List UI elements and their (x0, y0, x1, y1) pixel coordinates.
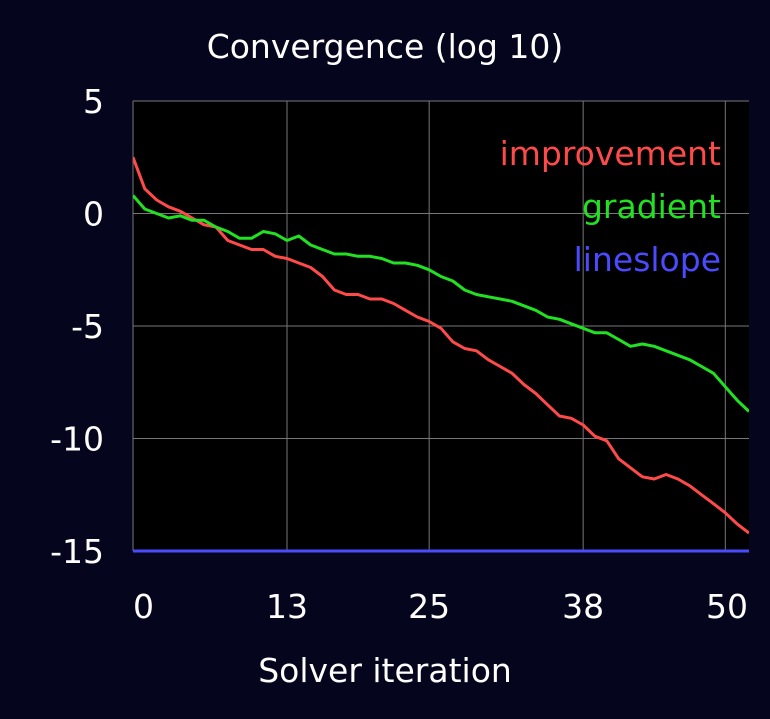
x-axis-label: Solver iteration (258, 651, 512, 690)
x-tick-label: 13 (266, 587, 308, 626)
tick-labels: 50-5-10-150 13 25 38 50 (50, 82, 748, 626)
y-tick-label: -10 (50, 420, 104, 459)
series-line-gradient (133, 194, 749, 413)
legend: improvement gradient lineslope (500, 134, 721, 279)
x-tick-label: 38 (562, 587, 604, 626)
y-tick-label: 5 (83, 82, 104, 121)
series-line-improvement (133, 156, 749, 535)
legend-entry-gradient: gradient (582, 187, 721, 226)
series-layer (133, 156, 749, 553)
legend-entry-improvement: improvement (500, 134, 721, 173)
grid (132, 100, 749, 552)
x-tick-label: 0 (133, 587, 154, 626)
y-tick-label: -5 (71, 307, 104, 346)
chart-title: Convergence (log 10) (207, 27, 564, 66)
x-tick-label: 25 (408, 587, 450, 626)
legend-entry-lineslope: lineslope (574, 240, 721, 279)
x-tick-label: 50 (706, 587, 748, 626)
y-tick-label: -15 (50, 532, 104, 571)
y-tick-label: 0 (83, 195, 104, 234)
